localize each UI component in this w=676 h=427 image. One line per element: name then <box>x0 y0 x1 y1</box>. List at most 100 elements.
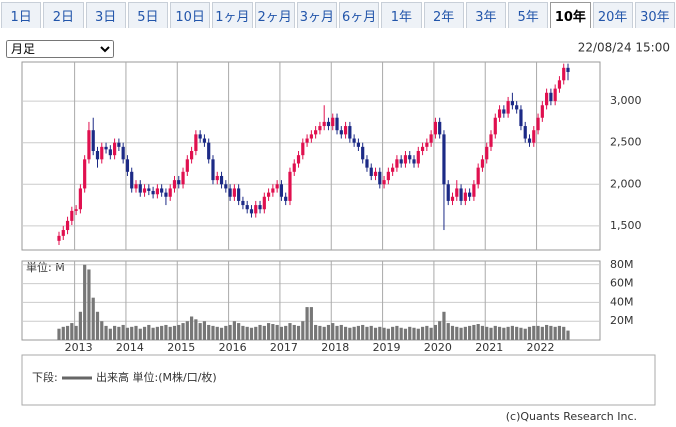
candle-body <box>74 209 78 211</box>
candle-body <box>292 163 296 172</box>
candle-body <box>373 171 378 176</box>
volume-bar <box>545 324 549 340</box>
candle-body <box>262 196 266 210</box>
candle-body <box>202 138 207 143</box>
candle-body <box>215 175 219 181</box>
period-tab[interactable]: 1ヶ月 <box>212 2 253 28</box>
candle-body <box>463 192 467 201</box>
period-tab[interactable]: 10年 <box>550 2 591 28</box>
volume-bar <box>249 327 254 340</box>
candle-body <box>279 184 284 197</box>
candle-body <box>104 146 108 150</box>
volume-bar <box>57 328 61 340</box>
candle-body <box>288 171 292 201</box>
volume-bar <box>523 328 527 340</box>
volume-bar <box>378 326 382 340</box>
period-tab[interactable]: 2年 <box>423 2 464 28</box>
period-tab[interactable]: 6ヶ月 <box>339 2 380 28</box>
candle-body <box>416 151 420 164</box>
volume-bar <box>391 326 395 340</box>
candle-body <box>361 146 365 160</box>
volume-bar <box>429 327 433 340</box>
y-tick-label: 20M <box>610 314 634 327</box>
candle-body <box>523 126 527 139</box>
candle-body <box>497 109 502 118</box>
period-tab[interactable]: 1日 <box>1 2 42 28</box>
candle-body <box>489 134 493 147</box>
candle-body <box>566 67 570 72</box>
candle-body <box>147 188 151 191</box>
candle-body <box>506 101 510 114</box>
volume-frame <box>21 260 601 341</box>
volume-bar <box>177 324 181 340</box>
candle-body <box>527 138 532 143</box>
volume-bar <box>497 326 502 340</box>
period-tab[interactable]: 5年 <box>508 2 549 28</box>
volume-bar <box>262 325 266 340</box>
candle-body <box>450 196 455 201</box>
candle-body <box>519 109 523 127</box>
volume-bar <box>318 325 322 340</box>
volume-bar <box>562 326 566 340</box>
volume-bar <box>309 307 313 340</box>
candle-body <box>403 155 408 164</box>
period-tab[interactable]: 20年 <box>592 2 633 28</box>
volume-bar <box>326 324 331 340</box>
candle-body <box>65 220 70 231</box>
volume-bar <box>271 324 275 340</box>
volume-bar <box>279 326 284 340</box>
candle-body <box>219 175 224 185</box>
candle-body <box>121 146 125 160</box>
candle-body <box>164 192 168 197</box>
period-select[interactable]: 月足 <box>6 40 114 58</box>
volume-bar <box>164 324 168 340</box>
candle-body <box>87 130 91 160</box>
volume-bar <box>373 327 378 340</box>
candle-body <box>326 121 331 127</box>
candle-body <box>237 188 241 201</box>
volume-bar <box>202 321 207 340</box>
volume-bar <box>314 324 318 340</box>
volume-bar <box>228 324 232 340</box>
candle-body <box>442 134 446 185</box>
period-tab[interactable]: 2日 <box>43 2 84 28</box>
candle-body <box>296 155 301 164</box>
candle-body <box>335 117 339 131</box>
candle-body <box>557 80 562 89</box>
period-tab[interactable]: 3年 <box>465 2 506 28</box>
volume-bar <box>108 328 112 340</box>
candle-body <box>348 126 352 139</box>
volume-bar <box>70 323 74 340</box>
period-tab[interactable]: 10日 <box>170 2 211 28</box>
candle-body <box>378 171 382 185</box>
period-tab[interactable]: 5日 <box>127 2 168 28</box>
volume-bar <box>121 324 125 340</box>
period-tab[interactable]: 30年 <box>634 2 675 28</box>
x-tick-label: 2015 <box>167 341 195 354</box>
legend-label: 出来高 単位:(M株/口/枚) <box>96 370 217 384</box>
candle-body <box>314 130 318 135</box>
timestamp: 22/08/24 15:00 <box>578 41 670 55</box>
candle-body <box>331 117 335 127</box>
candle-body <box>249 209 254 214</box>
candle-body <box>545 92 549 106</box>
candle-body <box>540 105 544 118</box>
volume-bar <box>403 328 408 340</box>
period-tabs: 1日 2日 3日 5日 10日 1ヶ月 2ヶ月 3ヶ月 6ヶ月 1年 2年 3年 5年 10年 20年 30年 <box>0 0 676 30</box>
volume-bar <box>155 326 159 340</box>
volume-bar <box>207 324 211 340</box>
volume-bar <box>540 326 544 340</box>
period-tab[interactable]: 3ヶ月 <box>296 2 337 28</box>
volume-bar <box>181 323 185 340</box>
volume-bar <box>142 326 147 340</box>
candle-body <box>189 151 194 160</box>
period-tab[interactable]: 1年 <box>381 2 422 28</box>
candle-body <box>459 188 463 201</box>
period-tab[interactable]: 2ヶ月 <box>254 2 295 28</box>
candle-body <box>305 138 309 143</box>
volume-bar <box>386 328 390 340</box>
period-tab[interactable]: 3日 <box>85 2 126 28</box>
volume-bar <box>343 326 348 340</box>
volume-bar <box>130 326 134 340</box>
